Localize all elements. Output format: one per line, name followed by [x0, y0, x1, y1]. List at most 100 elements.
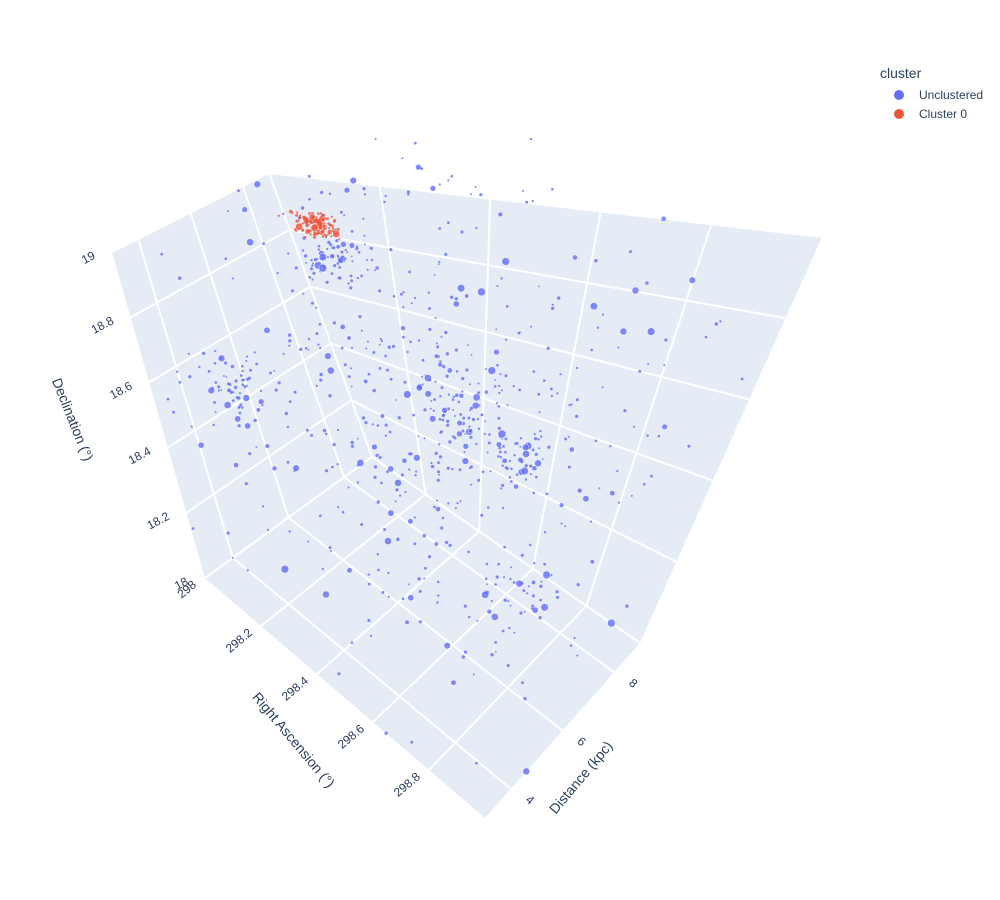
data-point: [550, 394, 553, 398]
data-point: [329, 253, 335, 260]
legend-item-unclustered[interactable]: Unclustered: [880, 85, 983, 104]
data-point: [423, 408, 427, 412]
data-point: [538, 411, 541, 414]
data-point: [437, 362, 443, 368]
data-point: [328, 192, 332, 195]
data-point: [504, 374, 508, 378]
data-point: [336, 254, 340, 257]
data-point: [380, 590, 385, 595]
data-point: [366, 340, 369, 343]
data-point: [470, 483, 473, 486]
grid-z-back: [309, 285, 750, 401]
data-point: [308, 197, 311, 201]
data-point: [496, 363, 499, 367]
data-point: [403, 390, 412, 399]
data-point: [467, 428, 473, 434]
data-point: [389, 248, 393, 252]
data-point: [447, 179, 450, 182]
data-point: [512, 581, 516, 584]
data-point: [531, 448, 535, 452]
data-point: [343, 363, 347, 367]
data-point: [494, 651, 497, 653]
data-point: [409, 340, 412, 344]
data-point: [337, 672, 341, 676]
data-point: [374, 138, 377, 141]
data-point: [650, 474, 653, 478]
data-point: [326, 229, 333, 235]
data-point: [555, 590, 559, 594]
data-point: [415, 384, 423, 392]
data-point: [540, 580, 543, 583]
data-point: [384, 194, 387, 198]
data-point: [495, 328, 498, 330]
data-point: [617, 346, 620, 349]
data-point: [297, 219, 300, 222]
data-point: [277, 214, 280, 217]
data-point: [312, 233, 315, 236]
data-point: [463, 451, 466, 454]
data-point: [534, 452, 538, 456]
grid-x-back: [531, 211, 602, 569]
legend-swatch-unclustered: [894, 89, 904, 100]
data-point: [413, 542, 417, 546]
data-point: [438, 183, 441, 186]
data-point: [237, 424, 241, 428]
data-point: [332, 321, 336, 325]
data-point: [231, 556, 234, 559]
data-point: [387, 345, 391, 349]
data-point: [417, 435, 420, 437]
data-point: [372, 351, 376, 354]
data-point: [498, 450, 502, 454]
data-point: [224, 257, 227, 261]
data-point: [530, 325, 533, 328]
data-point: [292, 464, 300, 472]
data-point: [421, 533, 427, 539]
grid-z-left: [111, 172, 270, 253]
data-point: [350, 641, 354, 644]
data-point: [576, 654, 579, 657]
data-point: [238, 411, 242, 415]
data-point: [476, 417, 480, 421]
data-point: [661, 423, 668, 430]
data-point: [537, 438, 540, 441]
data-point: [366, 258, 368, 261]
data-point: [467, 344, 469, 346]
data-point: [305, 219, 310, 223]
data-point: [469, 435, 473, 439]
data-point: [346, 335, 352, 341]
data-point: [304, 236, 307, 239]
data-point: [223, 401, 232, 409]
data-point: [392, 295, 396, 298]
data-point: [467, 416, 471, 420]
data-point: [435, 342, 438, 345]
data-point: [303, 254, 308, 258]
data-point: [308, 230, 311, 233]
data-point: [483, 432, 486, 435]
data-point: [326, 366, 335, 375]
data-point: [645, 281, 649, 285]
data-point: [594, 259, 598, 263]
data-point: [503, 576, 506, 579]
legend-item-cluster-0[interactable]: Cluster 0: [880, 104, 983, 123]
data-point: [361, 186, 367, 191]
data-point: [501, 483, 505, 487]
data-point: [326, 247, 329, 250]
y-tick-label: 6: [575, 734, 589, 749]
y-tick-label: 8: [626, 676, 640, 691]
data-point: [406, 350, 409, 354]
data-point: [313, 258, 317, 262]
data-point: [524, 478, 528, 481]
data-point: [325, 234, 328, 237]
data-point: [319, 212, 323, 215]
data-point: [448, 543, 452, 548]
data-point: [355, 245, 359, 248]
data-point: [471, 401, 480, 410]
data-point: [220, 389, 223, 391]
data-point: [519, 445, 522, 448]
data-point: [324, 469, 329, 473]
data-point: [506, 404, 509, 407]
data-point: [233, 385, 238, 390]
data-point: [332, 230, 341, 238]
data-point: [207, 370, 211, 373]
